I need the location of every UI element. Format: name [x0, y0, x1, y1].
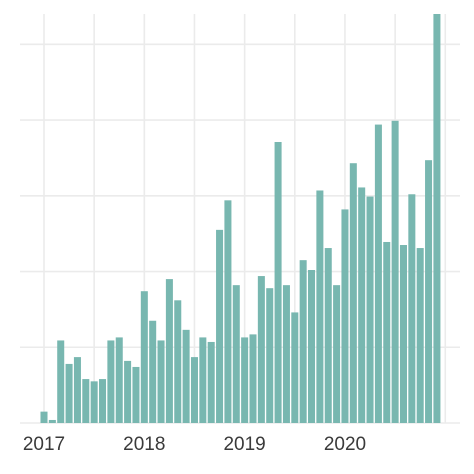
bar: [383, 241, 391, 423]
bar: [341, 209, 349, 423]
bar: [48, 419, 56, 423]
x-tick-label: 2017: [23, 434, 65, 455]
bar: [216, 229, 224, 423]
bar: [149, 320, 157, 423]
bar: [73, 357, 81, 423]
bar: [224, 200, 232, 423]
bar: [99, 379, 107, 423]
bar: [107, 340, 115, 423]
bar: [366, 196, 374, 423]
x-tick-label: 2020: [324, 434, 366, 455]
bar: [274, 142, 282, 424]
bar: [324, 248, 332, 423]
bar: [291, 312, 299, 423]
bar: [299, 260, 307, 423]
bar: [190, 357, 198, 423]
bar: [124, 360, 132, 423]
bar: [425, 160, 433, 423]
bar: [82, 379, 90, 423]
bar: [374, 124, 382, 423]
bar: [257, 276, 265, 423]
bar: [115, 337, 123, 423]
bar: [165, 279, 173, 423]
bar: [249, 334, 257, 423]
bar: [132, 366, 140, 423]
bar: [391, 120, 399, 424]
bar: [349, 163, 357, 423]
bar: [241, 337, 249, 423]
bar: [358, 187, 366, 423]
bar: [266, 288, 274, 423]
bar: [399, 245, 407, 423]
bar: [232, 285, 240, 423]
bar: [57, 340, 65, 423]
bar: [65, 363, 73, 423]
bar: [433, 14, 441, 423]
bar: [207, 341, 215, 423]
bar: [174, 300, 182, 423]
bar: [308, 270, 316, 423]
bar: [182, 329, 190, 423]
bar: [333, 285, 341, 423]
x-tick-label: 2019: [223, 434, 265, 455]
bar: [282, 285, 290, 423]
bar: [157, 340, 165, 423]
bar: [199, 337, 207, 423]
bar: [140, 291, 148, 423]
bar: [316, 190, 324, 423]
bar: [40, 411, 48, 423]
bar: [408, 194, 416, 423]
bar: [416, 248, 424, 423]
x-tick-label: 2018: [123, 434, 165, 455]
bar: [90, 381, 98, 423]
